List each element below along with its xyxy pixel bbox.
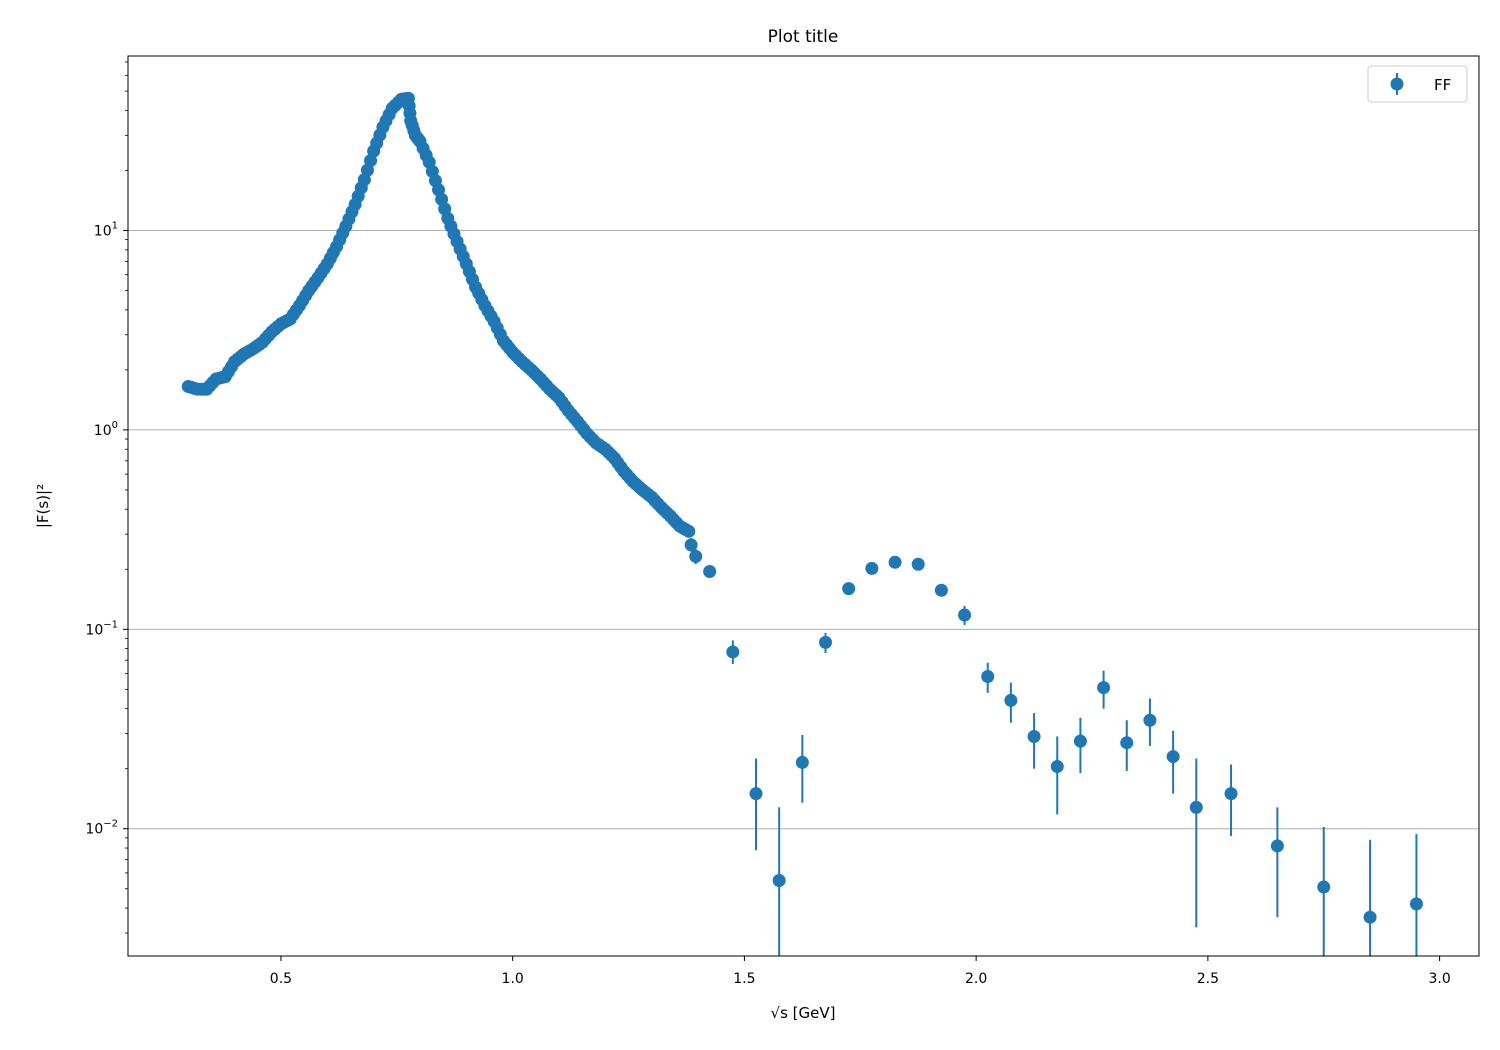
data-point <box>1317 880 1331 894</box>
data-point <box>865 561 879 575</box>
data-point <box>1143 713 1157 727</box>
data-point <box>1073 734 1087 748</box>
x-tick-label: 3.0 <box>1428 971 1450 987</box>
data-point <box>1189 800 1203 814</box>
data-point <box>772 873 786 887</box>
data-point <box>981 669 995 683</box>
data-point <box>1363 910 1377 924</box>
data-point <box>1050 760 1064 774</box>
y-tick-label: 10−2 <box>85 819 118 838</box>
data-layer <box>181 91 1423 956</box>
legend: FF <box>1367 65 1468 103</box>
data-point <box>1224 787 1238 801</box>
x-tick-label: 0.5 <box>270 971 292 987</box>
grid-layer <box>128 229 1479 830</box>
x-tick-label: 1.5 <box>733 971 755 987</box>
data-point <box>684 538 698 552</box>
data-point <box>888 555 902 569</box>
x-tick-label: 1.0 <box>502 971 524 987</box>
data-point <box>1270 839 1284 853</box>
data-point <box>689 549 703 563</box>
data-point <box>1409 897 1423 911</box>
data-point <box>703 564 717 578</box>
data-point <box>1120 736 1134 750</box>
legend-box <box>1367 65 1468 103</box>
data-point <box>1166 750 1180 764</box>
data-point <box>819 635 833 649</box>
x-axis: 0.5 1.0 1.5 2.0 2.5 3.0 <box>270 956 1451 987</box>
x-tick-label: 2.0 <box>965 971 987 987</box>
legend-label: FF <box>1434 76 1451 94</box>
chart-title: Plot title <box>768 27 839 47</box>
y-tick-label: 10−1 <box>85 619 118 638</box>
data-point <box>842 582 856 596</box>
data-point <box>911 557 925 571</box>
y-tick-label: 100 <box>94 420 118 439</box>
data-point <box>934 583 948 597</box>
data-point <box>958 608 972 622</box>
x-tick-label: 2.5 <box>1197 971 1219 987</box>
y-axis: 10−2 10−1 100 101 <box>85 220 128 838</box>
data-point <box>1004 693 1018 707</box>
data-point <box>726 645 740 659</box>
y-tick-label: 101 <box>94 220 118 239</box>
data-point <box>1027 730 1041 744</box>
curve-point <box>682 524 696 538</box>
y-axis-label: |F(s)|² <box>34 484 52 528</box>
data-point <box>795 755 809 769</box>
x-axis-label: √s [GeV] <box>771 1004 836 1022</box>
legend-marker-icon <box>1390 77 1404 91</box>
plot-frame <box>127 55 1480 957</box>
data-point <box>1097 681 1111 695</box>
data-point <box>749 787 763 801</box>
